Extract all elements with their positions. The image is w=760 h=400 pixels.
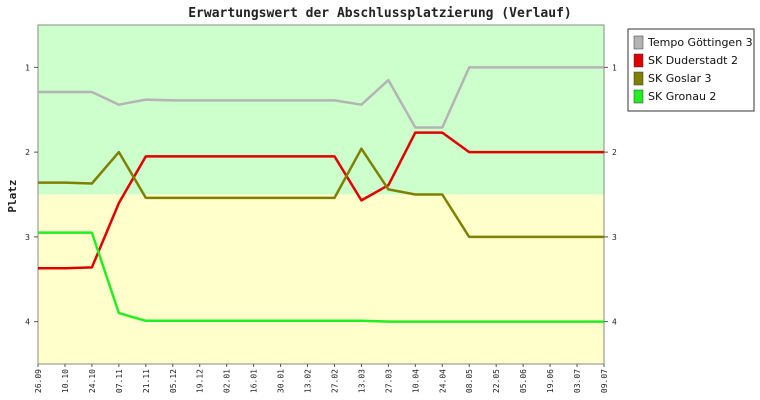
x-tick-label: 05.06 xyxy=(519,369,528,393)
x-ticks: 26.09 10.10 24.10 07.11 21.11 05.12 19.12 02.01… xyxy=(34,364,609,393)
plot-frame xyxy=(37,24,605,365)
y-tick-label-right: 4 xyxy=(612,318,617,327)
x-tick-label: 27.02 xyxy=(331,369,340,393)
legend-swatch xyxy=(633,35,644,50)
series-line-2 xyxy=(38,147,604,239)
y-axis-label: Platz xyxy=(6,179,19,212)
legend-swatch xyxy=(633,89,644,104)
legend-label: SK Duderstadt 2 xyxy=(648,54,738,67)
y-tick-label-left: 2 xyxy=(25,148,30,157)
x-tick-label: 07.11 xyxy=(115,369,124,393)
y-tick-label-left: 1 xyxy=(25,63,30,72)
y-ticks-right: 1 2 3 4 xyxy=(604,63,617,327)
x-tick-label: 02.01 xyxy=(223,369,232,393)
x-tick-label: 24.10 xyxy=(88,369,97,393)
x-tick-label: 05.12 xyxy=(169,369,178,393)
x-tick-label: 19.06 xyxy=(546,369,555,393)
y-ticks-left: 1 2 3 4 xyxy=(25,63,38,327)
x-tick-label: 22.05 xyxy=(492,369,501,393)
series-lines xyxy=(38,66,604,323)
x-tick-label: 27.03 xyxy=(384,369,393,393)
legend-label: SK Gronau 2 xyxy=(648,90,716,103)
band-1 xyxy=(38,194,604,364)
x-tick-label: 08.05 xyxy=(465,369,474,393)
x-tick-label: 13.02 xyxy=(304,369,313,393)
legend-box xyxy=(627,28,755,112)
legend-swatch xyxy=(633,71,644,86)
y-tick-label-right: 2 xyxy=(612,148,617,157)
x-tick-label: 21.11 xyxy=(142,369,151,393)
y-tick-label-left: 4 xyxy=(25,318,30,327)
x-tick-label: 16.01 xyxy=(250,369,259,393)
x-tick-label: 30.01 xyxy=(277,369,286,393)
x-tick-label: 13.03 xyxy=(357,369,366,393)
x-tick-label: 03.07 xyxy=(573,369,582,393)
x-tick-label: 24.04 xyxy=(438,369,447,393)
x-tick-label: 10.10 xyxy=(61,369,70,393)
x-tick-label: 19.12 xyxy=(196,369,205,393)
legend: Tempo Göttingen 3 SK Duderstadt 2 SK Gosla… xyxy=(627,28,755,112)
y-tick-label-right: 1 xyxy=(612,63,617,72)
legend-label: SK Goslar 3 xyxy=(648,72,712,85)
background-bands xyxy=(38,25,604,364)
y-tick-label-right: 3 xyxy=(612,233,617,242)
x-tick-label: 26.09 xyxy=(34,369,43,393)
x-tick-label: 09.07 xyxy=(600,369,609,393)
series-line-3 xyxy=(38,231,604,323)
x-tick-label: 10.04 xyxy=(411,369,420,393)
band-0 xyxy=(38,25,604,195)
legend-label: Tempo Göttingen 3 xyxy=(647,36,753,49)
legend-swatch xyxy=(633,53,644,68)
series-line-0 xyxy=(38,66,604,129)
series-line-1 xyxy=(38,131,604,270)
chart-title: Erwartungswert der Abschlussplatzierung … xyxy=(188,6,572,21)
y-tick-label-left: 3 xyxy=(25,233,30,242)
